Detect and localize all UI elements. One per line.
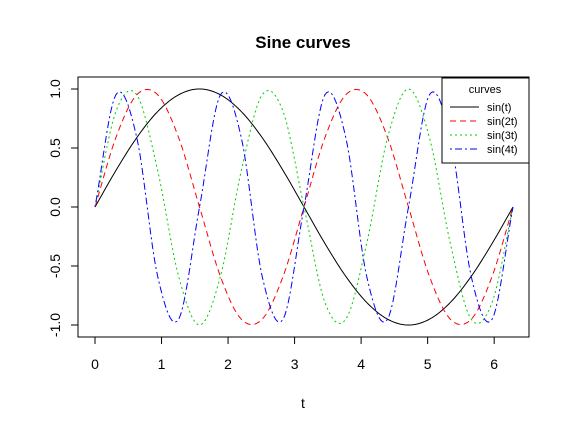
y-tick-label: 1.0 — [47, 79, 63, 99]
legend: curves sin(t) sin(2t) sin(3t) sin(4t) — [441, 77, 530, 164]
y-axis: -1.0 -0.5 0.0 0.5 1.0 — [47, 79, 79, 337]
series-layer — [94, 88, 514, 326]
series-line-sin-2t — [94, 88, 514, 326]
x-tick-label: 5 — [424, 356, 432, 372]
y-tick-label: 0.0 — [47, 197, 63, 217]
x-tick-label: 3 — [291, 356, 299, 372]
x-axis-label: t — [301, 395, 305, 411]
y-tick-label: -1.0 — [47, 313, 63, 337]
legend-entry-label: sin(t) — [487, 102, 511, 114]
x-tick-label: 0 — [91, 356, 99, 372]
series-line-sin-3t — [94, 88, 514, 326]
series-line-sin-4t — [94, 91, 514, 323]
x-tick-label: 6 — [490, 356, 498, 372]
legend-entry-label: sin(3t) — [487, 130, 518, 142]
legend-entry-label: sin(2t) — [487, 116, 518, 128]
y-tick-label: 0.5 — [47, 138, 63, 158]
x-tick-label: 2 — [224, 356, 232, 372]
x-axis: 0 1 2 3 4 5 6 — [91, 336, 498, 372]
legend-entry-label: sin(4t) — [487, 144, 518, 156]
x-tick-label: 1 — [158, 356, 166, 372]
y-tick-label: -0.5 — [47, 254, 63, 278]
chart-title: Sine curves — [255, 33, 350, 52]
x-tick-label: 4 — [357, 356, 365, 372]
legend-title: curves — [469, 84, 502, 96]
